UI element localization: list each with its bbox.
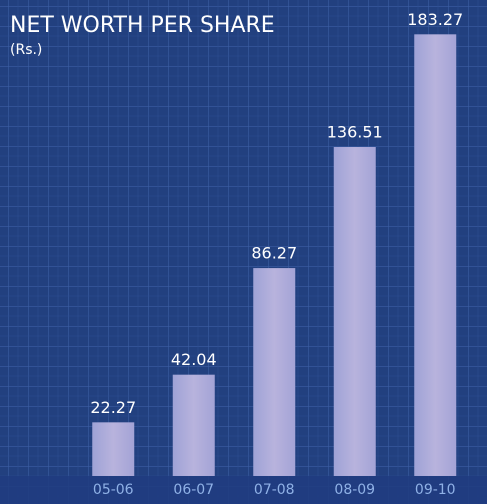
bar <box>253 268 296 476</box>
bar <box>92 422 135 476</box>
x-tick-label: 07-08 <box>254 482 295 498</box>
bar <box>172 374 215 476</box>
x-tick-label: 09-10 <box>415 482 456 498</box>
bar <box>333 147 376 476</box>
axis-strip <box>0 476 487 504</box>
x-tick-label: 06-07 <box>173 482 214 498</box>
data-label: 86.27 <box>251 244 297 263</box>
data-label: 136.51 <box>327 123 383 142</box>
data-label: 183.27 <box>407 10 463 29</box>
x-tick-label: 05-06 <box>93 482 134 498</box>
x-tick-label: 08-09 <box>334 482 375 498</box>
chart-subtitle: (Rs.) <box>10 42 42 58</box>
chart-title: NET WORTH PER SHARE <box>10 13 275 38</box>
bar <box>414 34 457 476</box>
data-label: 22.27 <box>90 398 136 417</box>
data-label: 42.04 <box>171 350 217 369</box>
